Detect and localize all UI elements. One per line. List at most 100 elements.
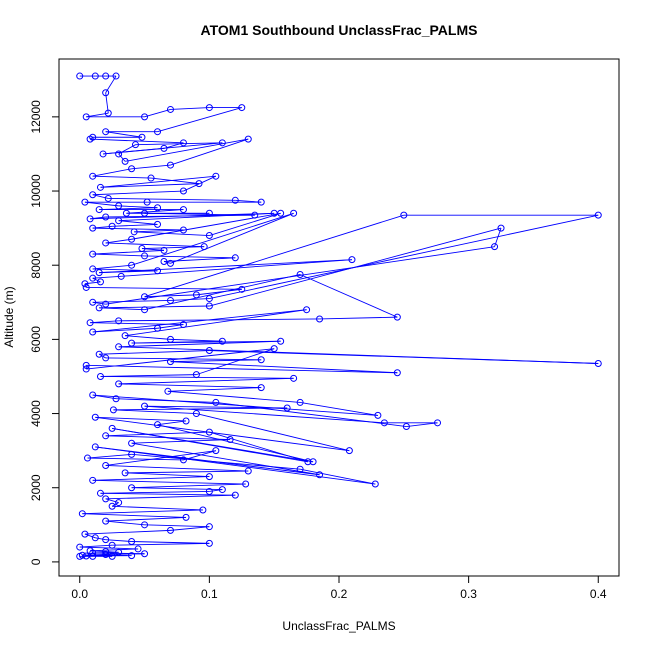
- data-point: [154, 421, 162, 429]
- data-point: [205, 302, 213, 310]
- data-point: [277, 337, 285, 345]
- data-point: [81, 280, 89, 288]
- data-point: [91, 443, 99, 451]
- data-point: [115, 317, 123, 325]
- y-axis-label: Altitude (m): [2, 286, 16, 347]
- data-point: [348, 256, 356, 264]
- data-point: [205, 347, 213, 355]
- series-segment: [170, 338, 223, 342]
- series-segment: [105, 450, 216, 466]
- data-point: [200, 243, 208, 251]
- series-segment: [118, 212, 275, 222]
- data-point: [128, 552, 136, 560]
- series-segment: [157, 420, 187, 426]
- data-point: [89, 274, 97, 282]
- series-segment: [118, 318, 320, 322]
- data-point: [166, 259, 174, 267]
- series-segment: [131, 442, 320, 476]
- data-point: [179, 206, 187, 214]
- y-tick-label: 2000: [29, 474, 43, 501]
- data-point: [251, 211, 259, 219]
- y-tick-label: 0: [29, 558, 43, 565]
- data-point: [212, 172, 220, 180]
- data-point: [102, 354, 110, 362]
- data-point: [91, 413, 99, 421]
- data-point: [270, 345, 278, 353]
- series-segment: [118, 220, 158, 225]
- series-segment: [95, 416, 350, 452]
- data-point: [257, 356, 265, 364]
- x-tick-label: 0.2: [331, 587, 348, 601]
- data-point: [104, 109, 112, 117]
- data-point: [102, 548, 110, 556]
- series-segment: [125, 138, 249, 162]
- data-point: [82, 361, 90, 369]
- data-point: [205, 232, 213, 240]
- data-point: [115, 343, 123, 351]
- y-tick-label: 10000: [29, 174, 43, 208]
- data-point: [89, 265, 97, 273]
- series-segment: [209, 214, 599, 300]
- data-point: [371, 480, 379, 488]
- data-point: [244, 467, 252, 475]
- data-point: [296, 398, 304, 406]
- data-point: [121, 469, 129, 477]
- y-axis: 0 2000 4000 6000 8000 10000 12000: [29, 100, 60, 565]
- data-point: [218, 486, 226, 494]
- y-tick-label: 6000: [29, 326, 43, 353]
- chart-title: ATOM1 Southbound UnclassFrac_PALMS: [201, 22, 478, 38]
- series-segment: [183, 175, 217, 192]
- series-segment: [209, 227, 502, 307]
- series-segment: [100, 175, 216, 188]
- series-segment: [79, 544, 113, 548]
- data-point: [86, 135, 94, 143]
- series-segment: [209, 212, 281, 236]
- data-point: [141, 209, 149, 217]
- series-segment: [131, 439, 231, 444]
- series-segment: [125, 335, 171, 340]
- data-point: [89, 391, 97, 399]
- series-segment: [135, 142, 223, 146]
- data-point: [244, 135, 252, 143]
- data-point: [128, 235, 136, 243]
- data-point: [218, 337, 226, 345]
- data-point: [102, 213, 110, 221]
- data-point: [102, 517, 110, 525]
- series-segment: [98, 353, 106, 359]
- data-point: [128, 261, 136, 269]
- series-segment: [167, 387, 262, 392]
- data-point: [115, 499, 123, 507]
- data-point: [218, 139, 226, 147]
- series-segment: [108, 197, 236, 201]
- data-point: [95, 350, 103, 358]
- data-point: [290, 374, 298, 382]
- data-point: [226, 436, 234, 444]
- series-segment: [118, 153, 126, 162]
- series-segment: [84, 533, 96, 539]
- data-point: [242, 480, 250, 488]
- data-point: [434, 419, 442, 427]
- series-segment: [157, 107, 242, 133]
- series-segment: [92, 394, 117, 400]
- data-point: [86, 319, 94, 327]
- data-point: [179, 321, 187, 329]
- series-segment: [170, 526, 210, 531]
- series-segment: [99, 350, 210, 355]
- series-layer: [76, 72, 602, 560]
- data-point: [89, 250, 97, 258]
- data-point: [81, 198, 89, 206]
- series-segment: [299, 274, 398, 318]
- series-segment: [113, 409, 197, 415]
- data-point: [143, 198, 151, 206]
- series-segment: [134, 229, 184, 233]
- series-segment: [134, 231, 210, 236]
- series-segment: [92, 190, 184, 196]
- series-segment: [215, 401, 407, 427]
- series-segment: [319, 316, 398, 320]
- series-segment: [92, 253, 145, 257]
- data-point: [128, 339, 136, 347]
- data-point: [205, 428, 213, 436]
- series-segment: [209, 350, 599, 364]
- series-segment: [105, 498, 119, 503]
